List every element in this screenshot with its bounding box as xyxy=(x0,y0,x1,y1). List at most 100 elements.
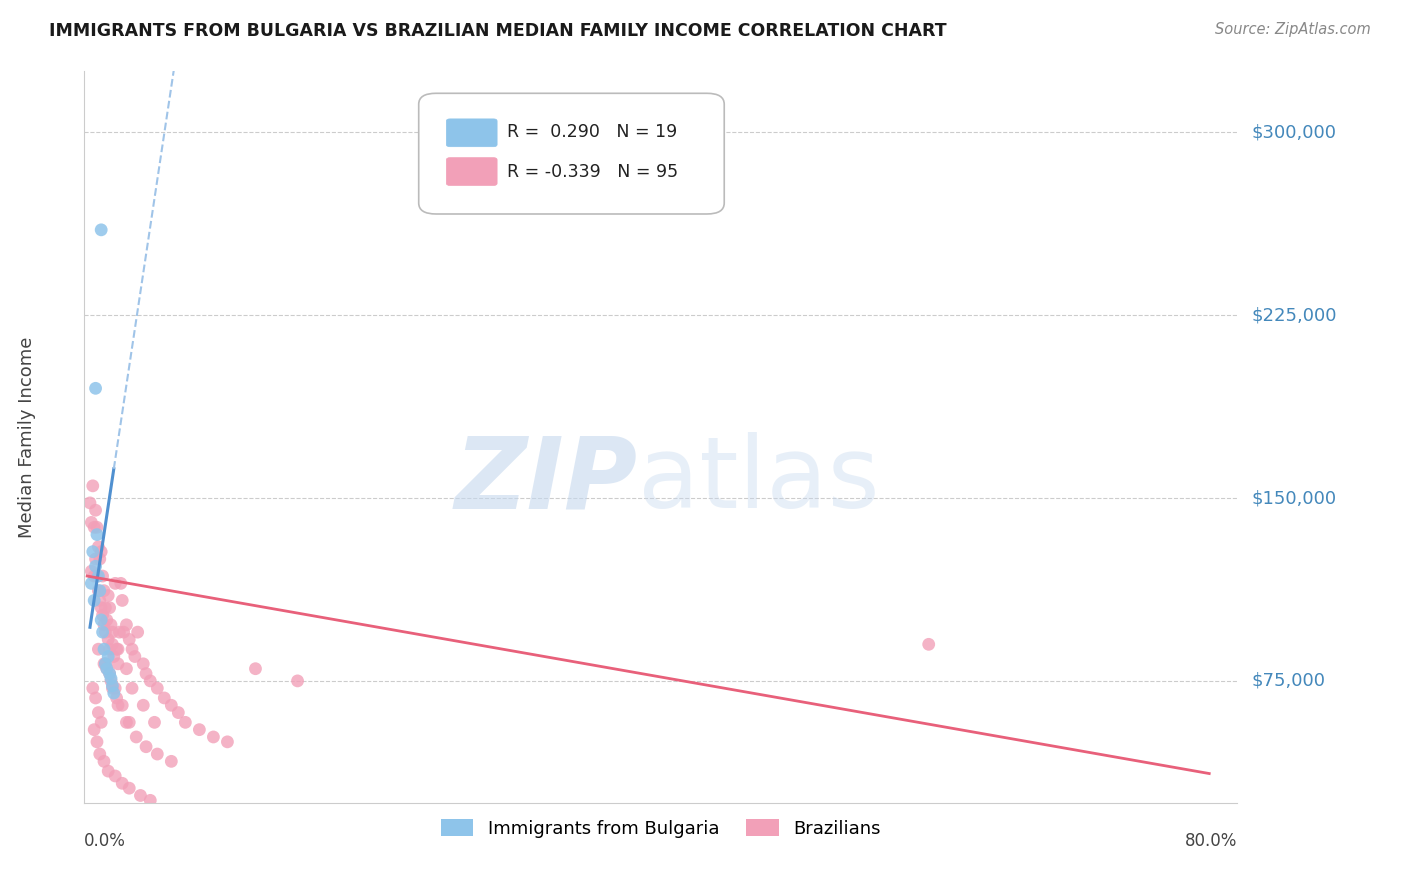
Point xyxy=(94,625,117,640)
Point xyxy=(104,576,127,591)
Point xyxy=(101,679,124,693)
Legend: Immigrants from Bulgaria, Brazilians: Immigrants from Bulgaria, Brazilians xyxy=(433,812,889,845)
Point xyxy=(167,706,190,720)
Point xyxy=(245,662,267,676)
Point xyxy=(202,730,225,744)
Point xyxy=(112,625,135,640)
Point xyxy=(103,686,125,700)
Point xyxy=(160,755,183,769)
Point xyxy=(93,657,115,671)
Point xyxy=(98,600,121,615)
Point xyxy=(105,690,128,705)
Point xyxy=(160,698,183,713)
Point xyxy=(87,642,110,657)
Point xyxy=(83,723,105,737)
Point xyxy=(217,735,239,749)
Point xyxy=(89,583,111,598)
Point xyxy=(82,544,104,558)
Point xyxy=(80,576,103,591)
Point xyxy=(89,552,111,566)
Point xyxy=(132,657,155,671)
Text: Median Family Income: Median Family Income xyxy=(18,336,35,538)
Point xyxy=(105,642,128,657)
Point xyxy=(103,649,125,664)
Point xyxy=(89,747,111,761)
Point xyxy=(111,776,134,790)
Point xyxy=(82,681,104,696)
Point xyxy=(125,730,148,744)
Point xyxy=(90,223,112,237)
Point xyxy=(101,681,124,696)
Point xyxy=(83,520,105,534)
Point xyxy=(139,793,162,807)
Text: 80.0%: 80.0% xyxy=(1185,832,1237,850)
Point xyxy=(146,747,169,761)
Point xyxy=(87,583,110,598)
Point xyxy=(146,681,169,696)
Point xyxy=(93,583,115,598)
Point xyxy=(86,735,108,749)
Point xyxy=(104,769,127,783)
Point xyxy=(86,527,108,541)
Point xyxy=(94,657,117,671)
Point xyxy=(91,625,114,640)
Point xyxy=(129,789,152,803)
Text: R =  0.290   N = 19: R = 0.290 N = 19 xyxy=(508,123,678,141)
Point xyxy=(111,698,134,713)
Point xyxy=(111,593,134,607)
Point xyxy=(84,503,107,517)
Point xyxy=(90,600,112,615)
Point xyxy=(104,681,127,696)
Point xyxy=(135,666,157,681)
Point xyxy=(118,781,141,796)
Point xyxy=(918,637,941,651)
Point xyxy=(87,569,110,583)
Point xyxy=(153,690,176,705)
Point xyxy=(118,632,141,647)
Point xyxy=(97,589,120,603)
Point xyxy=(121,681,143,696)
Point xyxy=(90,715,112,730)
Point xyxy=(87,706,110,720)
Point xyxy=(84,559,107,574)
FancyBboxPatch shape xyxy=(446,158,498,186)
Point xyxy=(107,698,129,713)
Point xyxy=(121,642,143,657)
Point xyxy=(89,593,111,607)
Text: atlas: atlas xyxy=(638,433,879,530)
FancyBboxPatch shape xyxy=(446,119,498,146)
Point xyxy=(93,642,115,657)
Point xyxy=(97,649,120,664)
Point xyxy=(97,632,120,647)
Point xyxy=(86,569,108,583)
Point xyxy=(91,569,114,583)
Text: ZIP: ZIP xyxy=(454,433,638,530)
Point xyxy=(96,613,118,627)
Point xyxy=(107,657,129,671)
Text: R = -0.339   N = 95: R = -0.339 N = 95 xyxy=(508,162,679,180)
Point xyxy=(94,600,117,615)
Text: $75,000: $75,000 xyxy=(1251,672,1324,690)
Text: $150,000: $150,000 xyxy=(1251,489,1336,507)
Point xyxy=(108,625,131,640)
Point xyxy=(101,625,124,640)
Point xyxy=(83,569,105,583)
Point xyxy=(143,715,166,730)
Point xyxy=(93,617,115,632)
Point xyxy=(135,739,157,754)
Point xyxy=(90,613,112,627)
Point xyxy=(188,723,211,737)
Point xyxy=(94,657,117,671)
Point xyxy=(100,673,122,688)
Point xyxy=(83,593,105,607)
Text: $225,000: $225,000 xyxy=(1251,306,1337,324)
Point xyxy=(98,666,121,681)
Point xyxy=(80,516,103,530)
Point xyxy=(98,642,121,657)
Point xyxy=(84,381,107,395)
Point xyxy=(82,479,104,493)
Point xyxy=(98,666,121,681)
Point xyxy=(115,617,138,632)
Point xyxy=(97,764,120,778)
Point xyxy=(139,673,162,688)
